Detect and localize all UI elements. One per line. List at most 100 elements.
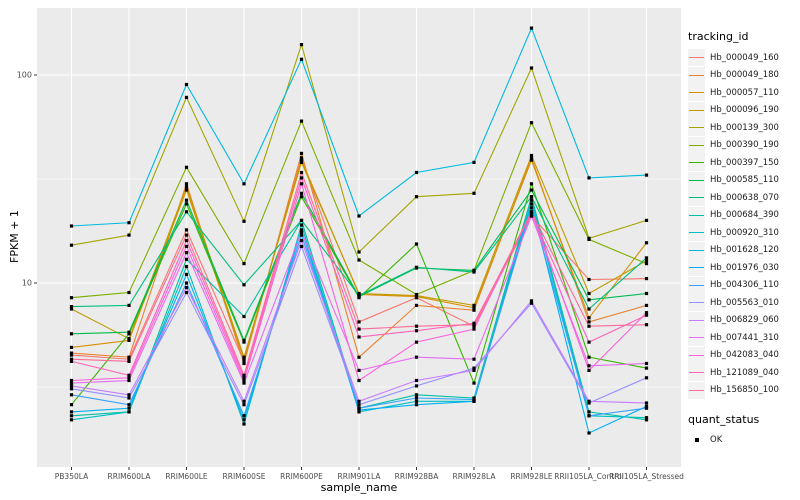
data-point: [644, 303, 649, 307]
data-point: [587, 320, 591, 324]
data-point: [242, 418, 246, 422]
data-point: [587, 355, 591, 359]
legend-item-label: Hb_001628_120: [710, 245, 779, 255]
legend-shape: quant_status OK: [688, 413, 800, 449]
data-point: [644, 366, 649, 370]
legend-item: Hb_121089_040: [688, 364, 800, 381]
data-point: [184, 82, 189, 87]
data-point: [299, 228, 304, 232]
legend-key: [688, 241, 705, 259]
legend-item: Hb_000684_390: [688, 206, 800, 224]
data-point: [242, 399, 246, 403]
data-point: [242, 355, 246, 359]
data-point: [414, 303, 419, 307]
data-point: [644, 277, 649, 281]
legend-key: [688, 259, 705, 276]
data-point: [529, 153, 534, 158]
data-point: [184, 244, 189, 248]
data-point: [69, 410, 74, 414]
data-point: [69, 357, 74, 361]
legend-key: [688, 329, 705, 346]
data-point: [529, 195, 534, 199]
data-point: [242, 283, 246, 287]
data-point: [529, 214, 534, 218]
legend-key-line-icon: [689, 284, 704, 286]
legend-item: Hb_006829_060: [688, 311, 800, 329]
legend-key-line-icon: [689, 214, 704, 216]
data-point: [127, 337, 131, 341]
data-point: [357, 368, 361, 372]
data-point: [587, 364, 591, 368]
data-point: [357, 406, 361, 410]
data-point: [644, 259, 649, 263]
data-point: [127, 378, 131, 383]
data-point: [529, 202, 534, 206]
legend-item: Hb_042083_040: [688, 346, 800, 364]
data-point: [472, 270, 476, 274]
x-tick-label: RRII105LA_Stressed: [609, 472, 684, 481]
data-point: [472, 366, 476, 370]
data-point: [529, 156, 534, 160]
data-point: [299, 57, 304, 61]
data-point: [69, 353, 74, 357]
legend-key: [688, 101, 705, 119]
legend-item: Hb_000920_310: [688, 224, 800, 241]
data-point: [414, 393, 419, 397]
legend-item-label: Hb_000096_190: [710, 105, 779, 115]
data-point: [644, 256, 649, 260]
data-point: [127, 355, 131, 359]
legend-item-label: Hb_005563_010: [710, 297, 779, 308]
legend-key-line-icon: [689, 197, 704, 199]
data-point: [587, 176, 591, 180]
legend-item-label: Hb_006829_060: [710, 315, 779, 325]
legend-shape-items: OK: [688, 431, 800, 449]
y-tick-label: 10: [22, 279, 32, 288]
data-point: [299, 156, 304, 160]
data-point: [127, 233, 131, 237]
data-point: [414, 329, 419, 333]
data-point: [472, 381, 476, 385]
legend-color-title: tracking_id: [688, 30, 749, 43]
data-point: [69, 307, 74, 311]
legend-key-line-icon: [689, 249, 704, 251]
data-point: [299, 119, 304, 123]
legend-shape-label: OK: [710, 435, 723, 445]
data-point: [242, 403, 246, 407]
legend-item: Hb_007441_310: [688, 329, 800, 346]
legend-item-label: Hb_000397_150: [710, 157, 779, 168]
data-point: [587, 324, 591, 328]
legend-item: Hb_000139_300: [688, 119, 800, 136]
legend-key-line-icon: [689, 92, 704, 94]
data-point: [127, 376, 131, 380]
legend-item: Hb_000057_110: [688, 84, 800, 101]
data-point: [357, 410, 361, 414]
y-tick-label: 100: [17, 71, 32, 80]
data-point: [184, 257, 189, 261]
data-point: [529, 198, 534, 202]
legend-item-label: Hb_000057_110: [710, 87, 779, 98]
data-point: [69, 384, 74, 388]
legend-key-line-icon: [689, 179, 704, 181]
data-point: [69, 305, 74, 309]
data-point: [184, 251, 189, 255]
data-point: [414, 384, 419, 388]
data-point: [184, 198, 189, 202]
data-point: [299, 158, 304, 162]
data-point: [357, 335, 361, 339]
data-point: [242, 219, 246, 223]
data-point: [414, 324, 419, 328]
data-point: [644, 323, 649, 327]
data-point: [184, 185, 189, 189]
legend-item-label: Hb_121089_040: [710, 367, 779, 378]
data-point: [242, 381, 246, 385]
legend-item-label: Hb_000139_300: [710, 122, 779, 133]
data-point: [184, 210, 189, 214]
legend-key: [688, 49, 705, 66]
data-point: [69, 378, 74, 383]
legend-key: [688, 119, 705, 136]
data-point: [184, 233, 189, 237]
legend-item-label: Hb_042083_040: [710, 350, 779, 360]
data-point: [414, 195, 419, 199]
data-point: [127, 406, 131, 410]
legend-key: [688, 189, 705, 206]
